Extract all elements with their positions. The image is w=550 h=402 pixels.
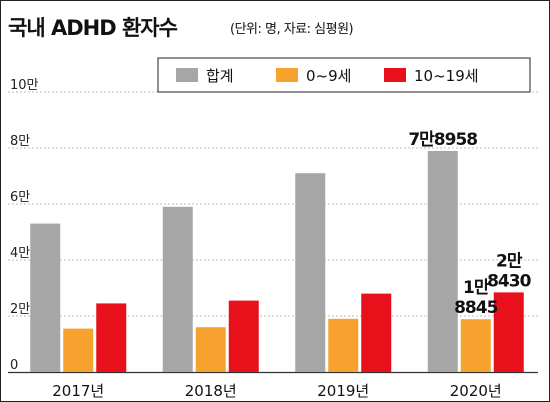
bar-total xyxy=(295,173,326,372)
bar-age-10-19 xyxy=(96,303,127,372)
y-tick-label: 2만 xyxy=(10,302,30,317)
data-label: 2만 xyxy=(496,251,523,271)
bar-age-10-19 xyxy=(493,292,524,372)
legend-swatch xyxy=(384,68,406,82)
legend-label: 합계 xyxy=(206,67,234,85)
x-tick-label: 2018년 xyxy=(185,382,237,400)
data-label: 1만 xyxy=(463,278,490,298)
legend-swatch xyxy=(176,68,198,82)
bar-total xyxy=(427,150,458,372)
bar-total xyxy=(162,206,193,372)
y-tick-label: 0 xyxy=(10,358,18,373)
bar-age-10-19 xyxy=(228,300,259,372)
data-label: 8430 xyxy=(487,271,531,291)
bar-age-0-9 xyxy=(63,328,94,372)
legend-swatch xyxy=(276,68,298,82)
bar-age-0-9 xyxy=(460,319,491,372)
x-tick-label: 2019년 xyxy=(317,382,369,400)
bar-age-0-9 xyxy=(195,327,226,372)
data-label: 7만8958 xyxy=(408,130,477,150)
y-tick-label: 6만 xyxy=(10,190,30,205)
data-label: 8845 xyxy=(454,298,497,318)
bar-total xyxy=(30,223,61,372)
x-tick-label: 2020년 xyxy=(450,382,502,400)
y-tick-label: 4만 xyxy=(10,246,30,261)
y-tick-label: 8만 xyxy=(10,134,30,149)
bar-age-10-19 xyxy=(361,293,392,372)
y-tick-label: 10만 xyxy=(10,78,39,93)
legend-label: 0~9세 xyxy=(306,67,351,85)
x-tick-label: 2017년 xyxy=(52,382,104,400)
legend-label: 10~19세 xyxy=(414,67,479,85)
bar-age-0-9 xyxy=(328,318,359,372)
